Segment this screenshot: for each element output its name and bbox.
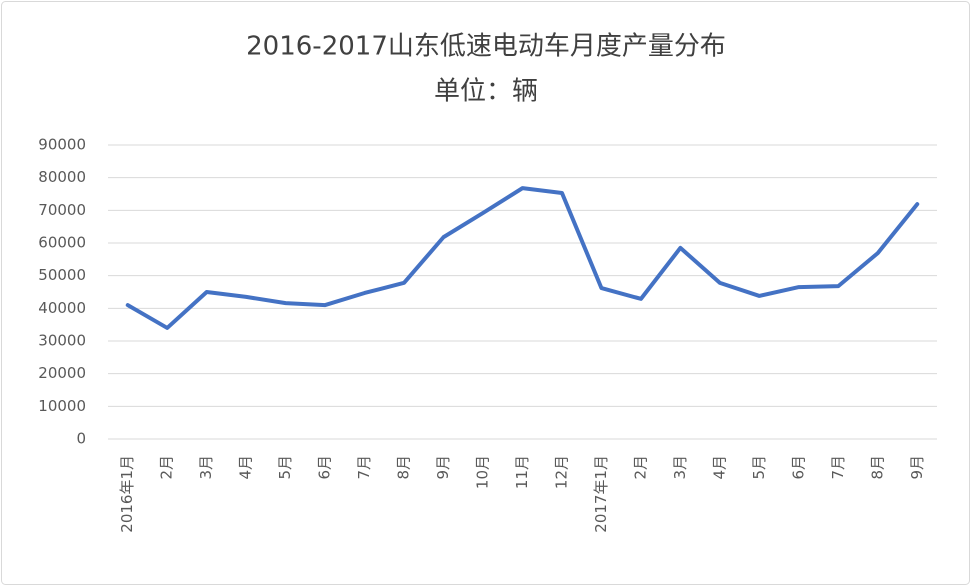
x-tick-label: 10月 — [474, 455, 492, 489]
y-tick-label: 60000 — [38, 234, 86, 252]
x-tick-label: 5月 — [276, 455, 294, 480]
y-tick-label: 50000 — [38, 266, 86, 284]
x-tick-label: 7月 — [355, 455, 373, 480]
x-tick-label: 3月 — [197, 455, 215, 480]
x-tick-label: 3月 — [671, 455, 689, 480]
x-tick-label: 2016年1月 — [118, 455, 136, 533]
x-tick-label: 8月 — [395, 455, 413, 480]
y-tick-label: 20000 — [38, 364, 86, 382]
x-tick-label: 9月 — [908, 455, 926, 480]
y-tick-label: 80000 — [38, 168, 86, 186]
x-tick-label: 9月 — [434, 455, 452, 480]
x-tick-label: 6月 — [789, 455, 807, 480]
x-tick-label: 5月 — [750, 455, 768, 480]
line-series — [125, 186, 920, 330]
x-tick-label: 2017年1月 — [592, 455, 610, 533]
chart-title: 2016-2017山东低速电动车月度产量分布 — [246, 32, 726, 62]
x-tick-label: 6月 — [316, 455, 334, 480]
y-tick-label: 70000 — [38, 201, 86, 219]
y-tick-label: 30000 — [38, 332, 86, 350]
y-tick-label: 40000 — [38, 299, 86, 317]
x-tick-label: 4月 — [237, 455, 255, 480]
x-tick-label: 7月 — [829, 455, 847, 480]
y-tick-label: 0 — [76, 430, 86, 448]
x-tick-label: 8月 — [868, 455, 886, 480]
x-tick-label: 2月 — [631, 455, 649, 480]
y-tick-label: 10000 — [38, 397, 86, 415]
x-tick-label: 2月 — [158, 455, 176, 480]
chart-subtitle: 单位：辆 — [434, 77, 538, 107]
x-tick-label: 4月 — [710, 455, 728, 480]
x-tick-label: 11月 — [513, 455, 531, 489]
x-tick-label: 12月 — [552, 455, 570, 489]
y-tick-label: 90000 — [38, 136, 86, 154]
